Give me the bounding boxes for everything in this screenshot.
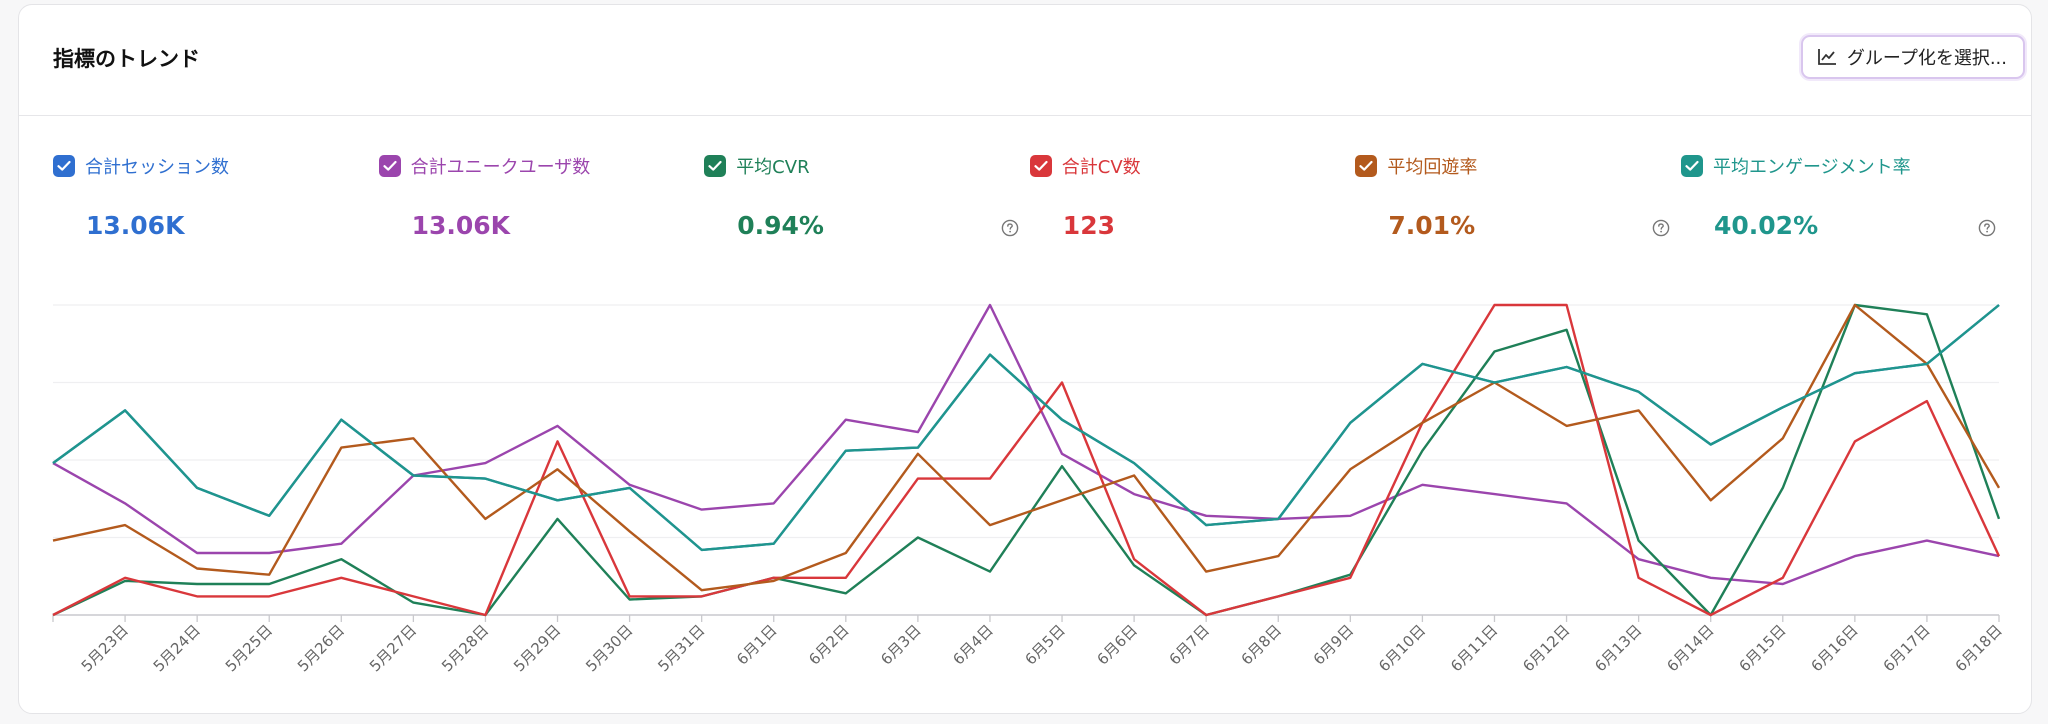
metric-toggle[interactable]: 合計セッション数 xyxy=(53,153,373,179)
metric-value: 40.02% xyxy=(1714,211,1819,240)
x-tick-label: 6月1日 xyxy=(733,621,780,668)
x-tick-label: 6月5日 xyxy=(1021,621,1068,668)
metric-value: 0.94% xyxy=(737,211,824,240)
help-icon[interactable] xyxy=(1652,219,1670,241)
help-icon[interactable] xyxy=(1978,219,1996,241)
x-tick-label: 6月15日 xyxy=(1735,621,1789,675)
x-tick-label: 6月17日 xyxy=(1880,621,1934,675)
x-tick-label: 6月6日 xyxy=(1093,621,1140,668)
metric-value: 7.01% xyxy=(1388,211,1476,240)
x-tick-label: 6月11日 xyxy=(1447,621,1501,675)
metric-label: 平均CVR xyxy=(736,157,810,178)
x-tick-label: 5月29日 xyxy=(510,621,564,675)
x-tick-label: 6月18日 xyxy=(1952,621,2006,675)
metric-toggle[interactable]: 平均エンゲージメント率 xyxy=(1681,153,2001,179)
x-tick-label: 5月30日 xyxy=(582,621,636,675)
metric-label: 合計CV数 xyxy=(1061,157,1141,178)
x-tick-label: 5月23日 xyxy=(78,621,132,675)
chart-gridlines xyxy=(53,304,1999,539)
x-tick-label: 5月31日 xyxy=(654,621,708,675)
metric-value: 123 xyxy=(1062,211,1115,240)
series-line xyxy=(52,303,2000,586)
checkbox-checked-icon[interactable] xyxy=(1029,155,1052,177)
card-header: 指標のトレンド グループ化を選択... xyxy=(19,5,2031,116)
trend-line-chart: 5月23日 5月24日 5月25日 5月26日 5月27日 5月28日 5月29日 5月30日… xyxy=(52,303,2006,675)
help-icon[interactable] xyxy=(1001,219,1019,241)
card-title: 指標のトレンド xyxy=(53,47,200,71)
metric-label: 平均回遊率 xyxy=(1387,157,1478,178)
x-tick-label: 6月13日 xyxy=(1591,621,1645,675)
metric-item: 平均エンゲージメント率 40.02% xyxy=(1681,153,2001,253)
checkbox-checked-icon[interactable] xyxy=(704,155,727,177)
metric-toggle[interactable]: 平均回遊率 xyxy=(1355,153,1675,179)
checkbox-checked-icon[interactable] xyxy=(378,155,401,177)
x-tick-label: 6月2日 xyxy=(805,621,852,668)
checkbox-checked-icon[interactable] xyxy=(1681,155,1703,177)
line-chart-icon xyxy=(1817,48,1837,66)
group-by-button[interactable]: グループ化を選択... xyxy=(1800,35,2025,79)
x-tick-label: 6月7日 xyxy=(1166,621,1213,668)
metric-label: 合計ユニークユーザ数 xyxy=(410,157,591,178)
x-tick-label: 6月16日 xyxy=(1807,621,1861,675)
x-axis-ticks: 5月23日 5月24日 5月25日 5月26日 5月27日 5月28日 5月29日 5月30日… xyxy=(52,615,2006,675)
metric-toggle[interactable]: 合計ユニークユーザ数 xyxy=(378,153,699,179)
metric-label: 平均エンゲージメント率 xyxy=(1713,157,1911,178)
checkbox-checked-icon[interactable] xyxy=(53,155,75,177)
x-tick-label: 6月4日 xyxy=(949,621,996,668)
series-4 xyxy=(52,303,2001,592)
x-tick-label: 6月10日 xyxy=(1375,621,1429,675)
metric-value: 13.06K xyxy=(411,211,511,240)
series-5 xyxy=(52,304,2000,552)
x-tick-label: 5月26日 xyxy=(294,621,348,675)
metric-toggle[interactable]: 平均CVR xyxy=(704,153,1024,179)
x-tick-label: 5月24日 xyxy=(150,621,204,675)
metric-item: 平均CVR 0.94% xyxy=(704,153,1024,253)
x-tick-label: 6月3日 xyxy=(877,621,924,668)
metric-item: 合計ユニークユーザ数 13.06K xyxy=(378,153,699,253)
x-tick-label: 5月25日 xyxy=(222,621,276,675)
x-tick-label: 6月12日 xyxy=(1519,621,1573,675)
metric-label: 合計セッション数 xyxy=(85,157,229,178)
metric-toggle[interactable]: 合計CV数 xyxy=(1029,153,1350,179)
x-tick-label: 6月9日 xyxy=(1310,621,1357,668)
series-line xyxy=(52,303,2001,617)
metric-value: 13.06K xyxy=(86,211,185,240)
x-tick-label: 6月8日 xyxy=(1238,621,1285,668)
metric-item: 合計CV数 123 xyxy=(1029,153,1350,253)
metric-trend-card: 指標のトレンド グループ化を選択... 合計セッション数 13.06K 合計ユニーク… xyxy=(18,4,2032,714)
x-tick-label: 5月28日 xyxy=(438,621,492,675)
group-by-button-label: グループ化を選択... xyxy=(1846,48,2007,69)
metric-legend: 合計セッション数 13.06K 合計ユニークユーザ数 13.06K 平均CVR 0.94%… xyxy=(53,153,2013,253)
metric-item: 合計セッション数 13.06K xyxy=(53,153,373,253)
series-line xyxy=(52,303,2001,617)
x-tick-label: 6月14日 xyxy=(1663,621,1717,675)
checkbox-checked-icon[interactable] xyxy=(1355,155,1378,177)
series-1 xyxy=(52,303,2000,586)
metric-item: 平均回遊率 7.01% xyxy=(1355,153,1675,253)
x-tick-label: 5月27日 xyxy=(366,621,420,675)
series-3 xyxy=(52,303,2001,617)
series-line xyxy=(52,304,2000,552)
series-line xyxy=(52,303,2001,592)
